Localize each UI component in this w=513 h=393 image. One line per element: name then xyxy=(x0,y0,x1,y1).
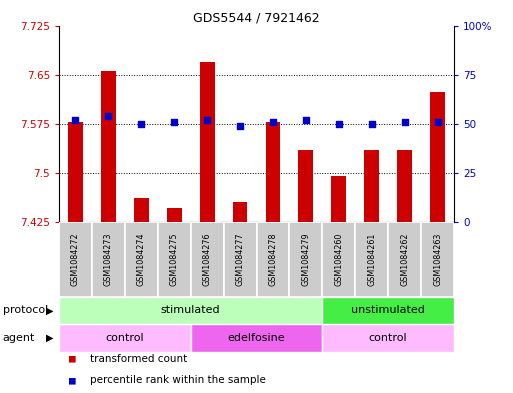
Bar xyxy=(92,222,125,297)
Text: GSM1084260: GSM1084260 xyxy=(334,233,343,286)
Point xyxy=(236,123,244,129)
Text: stimulated: stimulated xyxy=(161,305,221,316)
Text: GSM1084278: GSM1084278 xyxy=(268,233,278,286)
Bar xyxy=(322,324,454,352)
Text: ■: ■ xyxy=(69,354,76,364)
Text: GSM1084262: GSM1084262 xyxy=(400,233,409,286)
Text: transformed count: transformed count xyxy=(90,354,187,364)
Text: GSM1084279: GSM1084279 xyxy=(301,233,310,286)
Bar xyxy=(430,92,445,222)
Text: ▶: ▶ xyxy=(46,305,54,316)
Bar xyxy=(388,222,421,297)
Text: GSM1084276: GSM1084276 xyxy=(203,233,212,286)
Point xyxy=(203,117,211,123)
Text: GSM1084273: GSM1084273 xyxy=(104,233,113,286)
Bar xyxy=(200,62,214,222)
Point xyxy=(334,121,343,127)
Bar xyxy=(322,222,355,297)
Bar xyxy=(266,122,281,222)
Point xyxy=(104,113,112,119)
Bar xyxy=(101,71,116,222)
Title: GDS5544 / 7921462: GDS5544 / 7921462 xyxy=(193,11,320,24)
Text: protocol: protocol xyxy=(3,305,48,316)
Text: control: control xyxy=(106,333,144,343)
Text: ▶: ▶ xyxy=(46,333,54,343)
Bar xyxy=(299,150,313,222)
Point xyxy=(269,119,277,125)
Bar xyxy=(125,222,158,297)
Text: GSM1084272: GSM1084272 xyxy=(71,233,80,286)
Text: ■: ■ xyxy=(69,375,76,386)
Point xyxy=(433,119,442,125)
Point xyxy=(302,117,310,123)
Point xyxy=(401,119,409,125)
Bar xyxy=(191,222,224,297)
Point xyxy=(71,117,80,123)
Bar xyxy=(68,122,83,222)
Bar xyxy=(355,222,388,297)
Bar xyxy=(158,222,191,297)
Bar xyxy=(256,222,289,297)
Text: unstimulated: unstimulated xyxy=(351,305,425,316)
Point xyxy=(368,121,376,127)
Bar xyxy=(59,297,322,324)
Text: edelfosine: edelfosine xyxy=(228,333,285,343)
Text: GSM1084274: GSM1084274 xyxy=(137,233,146,286)
Bar xyxy=(167,208,182,222)
Bar xyxy=(59,222,92,297)
Bar xyxy=(232,202,247,222)
Point xyxy=(170,119,179,125)
Bar xyxy=(421,222,454,297)
Bar xyxy=(224,222,256,297)
Text: agent: agent xyxy=(3,333,35,343)
Bar xyxy=(331,176,346,222)
Bar xyxy=(364,150,379,222)
Bar xyxy=(322,297,454,324)
Point xyxy=(137,121,145,127)
Text: GSM1084277: GSM1084277 xyxy=(235,233,245,286)
Bar xyxy=(191,324,322,352)
Text: GSM1084275: GSM1084275 xyxy=(170,233,179,286)
Bar xyxy=(134,198,149,222)
Text: percentile rank within the sample: percentile rank within the sample xyxy=(90,375,266,386)
Text: control: control xyxy=(369,333,407,343)
Bar xyxy=(59,324,191,352)
Bar xyxy=(289,222,322,297)
Bar xyxy=(397,150,412,222)
Text: GSM1084263: GSM1084263 xyxy=(433,233,442,286)
Text: GSM1084261: GSM1084261 xyxy=(367,233,376,286)
